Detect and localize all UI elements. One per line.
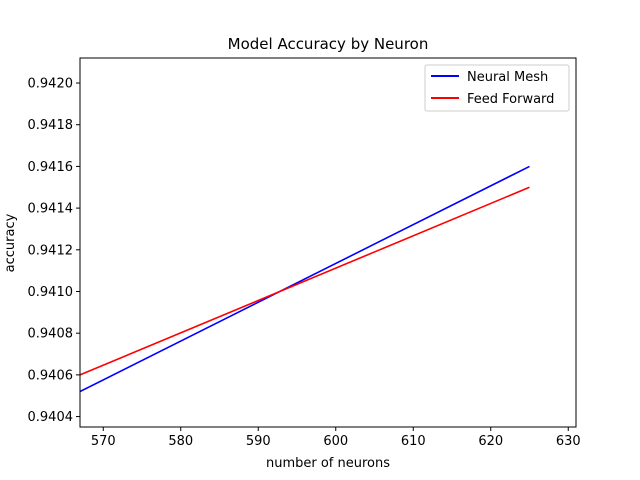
x-tick-label: 580 <box>168 434 193 449</box>
series-line-neural-mesh <box>80 165 530 393</box>
x-tick-label: 570 <box>91 434 116 449</box>
y-tick-label: 0.9412 <box>28 243 74 258</box>
y-tick-label: 0.9406 <box>28 368 74 383</box>
y-tick-label: 0.9414 <box>28 202 74 217</box>
x-tick-label: 600 <box>323 434 348 449</box>
y-tick-label: 0.9408 <box>28 327 74 342</box>
legend-label-feed-forward: Feed Forward <box>467 92 554 107</box>
x-tick-label: 620 <box>478 434 503 449</box>
y-tick-label: 0.9420 <box>28 77 74 92</box>
x-axis-label: number of neurons <box>266 456 390 471</box>
x-tick-label: 610 <box>401 434 426 449</box>
x-axis-ticks: 570 580 590 600 610 620 630 <box>91 427 581 449</box>
y-tick-label: 0.9418 <box>28 118 74 133</box>
x-tick-label: 590 <box>246 434 271 449</box>
y-tick-label: 0.9416 <box>28 160 74 175</box>
y-axis-ticks: 0.9404 0.9406 0.9408 0.9410 0.9412 0.9414 0.94… <box>28 77 80 425</box>
legend-box <box>424 64 570 112</box>
plot-frame <box>79 57 577 428</box>
y-tick-label: 0.9404 <box>28 410 74 425</box>
chart-title: Model Accuracy by Neuron <box>228 35 429 53</box>
y-axis-label: accuracy <box>3 213 18 272</box>
legend: Neural Mesh Feed Forward <box>424 64 570 112</box>
plot-lines <box>80 165 530 393</box>
y-tick-label: 0.9410 <box>28 285 74 300</box>
series-line-feed-forward <box>80 186 530 376</box>
x-tick-label: 630 <box>556 434 581 449</box>
legend-label-neural-mesh: Neural Mesh <box>467 70 548 85</box>
